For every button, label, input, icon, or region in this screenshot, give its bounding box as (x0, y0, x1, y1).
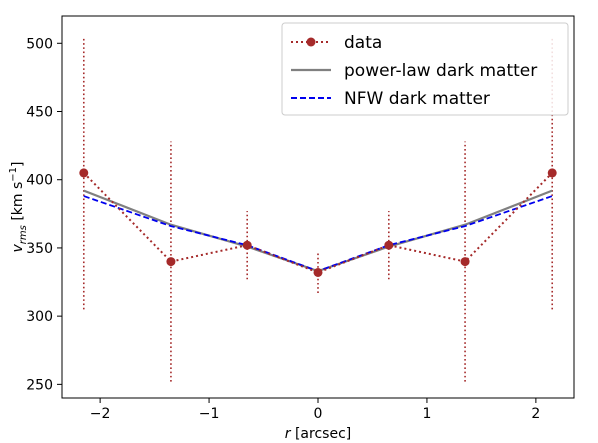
y-axis-label: vrms [km s−1] (8, 162, 29, 253)
legend-power-law-label: power-law dark matter (344, 61, 537, 81)
data-point (242, 240, 252, 250)
y-tick-label: 400 (26, 173, 53, 189)
legend-frame (281, 22, 569, 116)
data-point (547, 168, 557, 178)
x-tick-label: −1 (199, 406, 220, 422)
y-tick-label: 500 (26, 36, 53, 52)
legend: data power-law dark matter NFW dark matt… (281, 22, 569, 116)
x-axis-label: r [arcsec] (285, 426, 351, 442)
x-tick-label: 2 (531, 406, 540, 422)
data-point (79, 168, 89, 178)
data-point (460, 257, 470, 267)
legend-data-marker (306, 37, 316, 47)
x-tick-label: −2 (90, 406, 111, 422)
y-tick-label: 350 (26, 241, 53, 257)
data-point (313, 267, 323, 277)
y-tick-label: 300 (26, 309, 53, 325)
y-tick-label: 450 (26, 105, 53, 121)
x-tick-label: 0 (314, 406, 323, 422)
y-tick-label: 250 (26, 377, 53, 393)
data-point (166, 257, 176, 267)
data-point (384, 240, 394, 250)
legend-nfw-label: NFW dark matter (344, 89, 490, 109)
x-tick-label: 1 (422, 406, 431, 422)
legend-data-label: data (344, 33, 382, 53)
